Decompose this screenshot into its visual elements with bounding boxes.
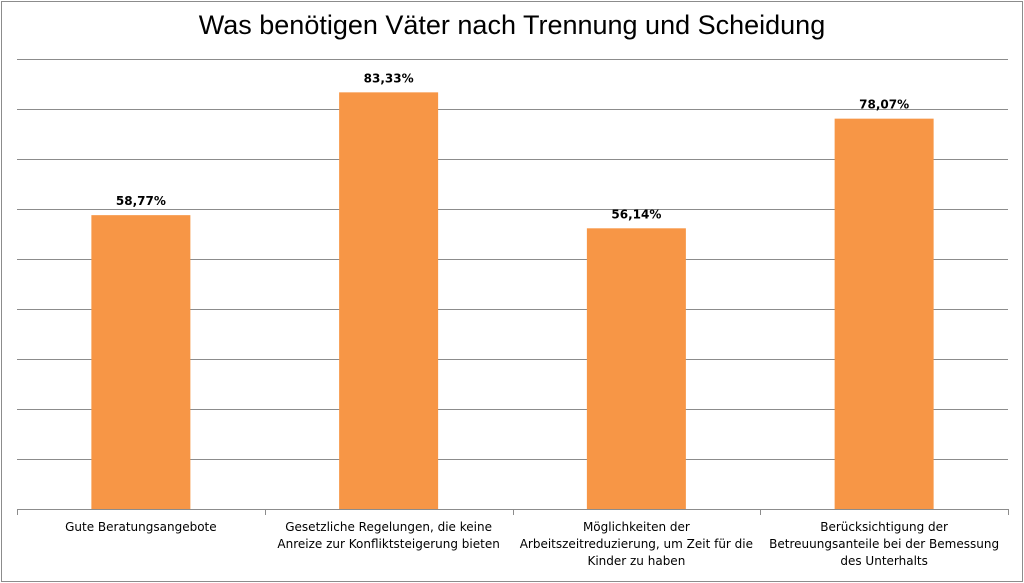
- data-label: 56,14%: [611, 207, 661, 221]
- category-label: Gute Beratungsangebote: [65, 520, 217, 534]
- category-label: Berücksichtigung der Betreuungsanteile b…: [769, 520, 1000, 568]
- category-label: Gesetzliche Regelungen, die keine Anreiz…: [277, 520, 500, 551]
- category-label: Möglichkeiten der Arbeitszeitreduzierung…: [519, 520, 754, 568]
- data-label: 78,07%: [859, 98, 909, 112]
- bar: [586, 228, 686, 510]
- chart-title: Was benötigen Väter nach Trennung und Sc…: [198, 10, 826, 40]
- data-label: 58,77%: [116, 194, 166, 208]
- data-label: 83,33%: [364, 71, 414, 85]
- bar: [91, 215, 191, 509]
- bar: [339, 92, 439, 509]
- bar: [834, 118, 934, 510]
